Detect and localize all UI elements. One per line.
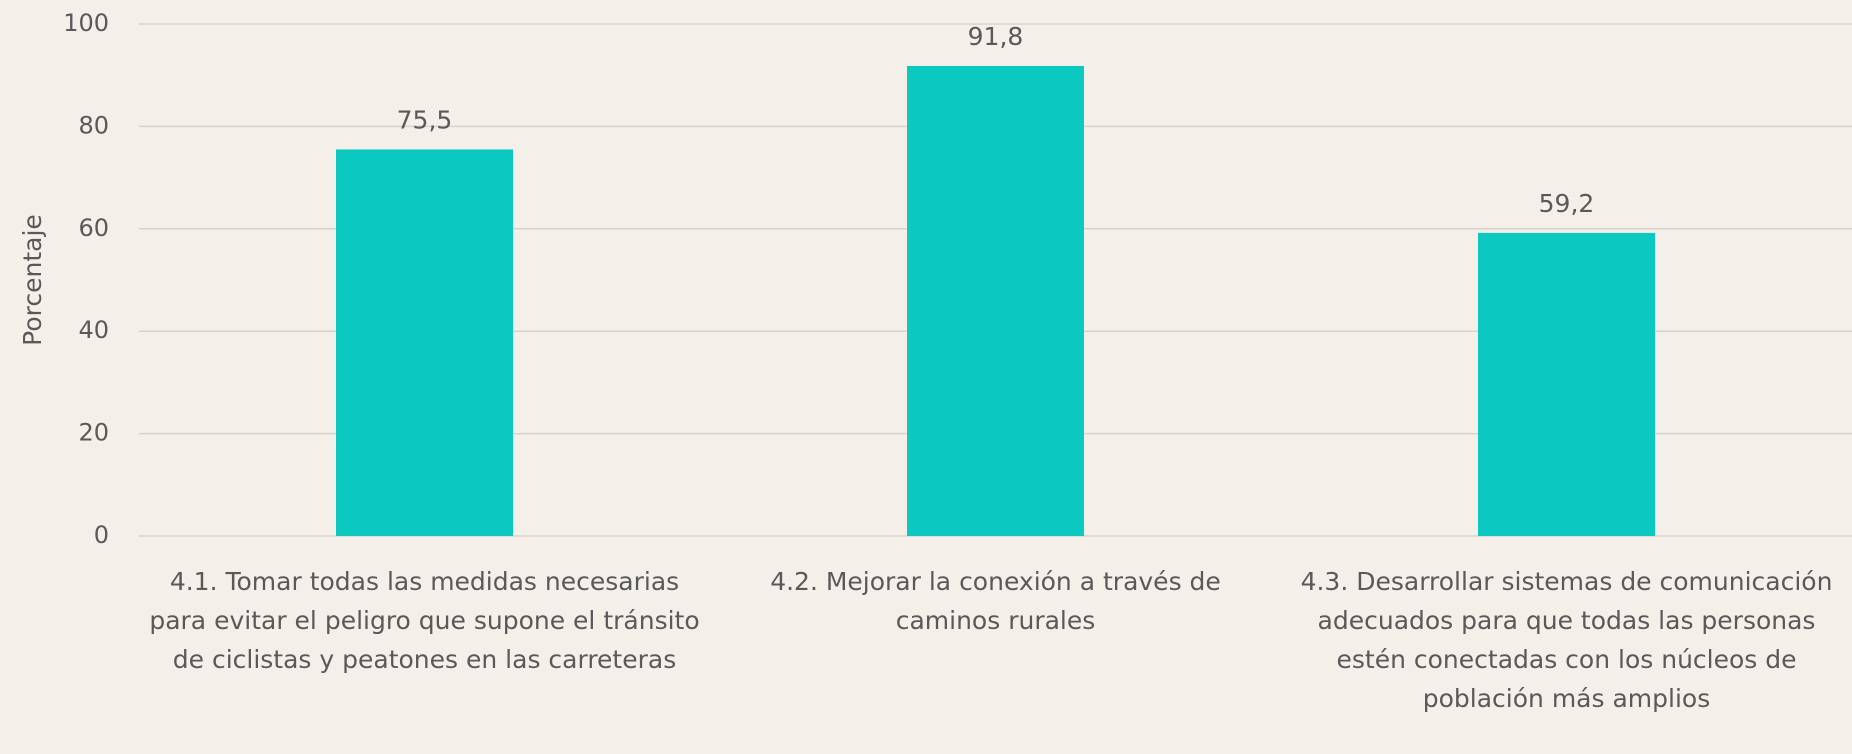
- bar: [906, 65, 1085, 536]
- y-axis-label: Porcentaje: [18, 214, 47, 346]
- y-tick-label: 80: [78, 111, 109, 139]
- x-tick-label: 4.3. Desarrollar sistemas de comunicació…: [1300, 567, 1833, 713]
- value-label: 59,2: [1539, 189, 1595, 218]
- bar: [1477, 232, 1656, 536]
- y-tick-label: 20: [78, 419, 109, 447]
- y-tick-label: 40: [78, 316, 109, 344]
- y-tick-label: 0: [94, 521, 109, 549]
- bar: [335, 149, 514, 536]
- value-label: 75,5: [397, 105, 453, 134]
- value-label: 91,8: [968, 22, 1024, 51]
- y-tick-label: 60: [78, 214, 109, 242]
- y-tick-label: 100: [63, 9, 109, 37]
- x-tick-label: 4.1. Tomar todas las medidas necesarias …: [149, 567, 700, 674]
- x-tick-label: 4.2. Mejorar la conexión a través de cam…: [770, 567, 1221, 635]
